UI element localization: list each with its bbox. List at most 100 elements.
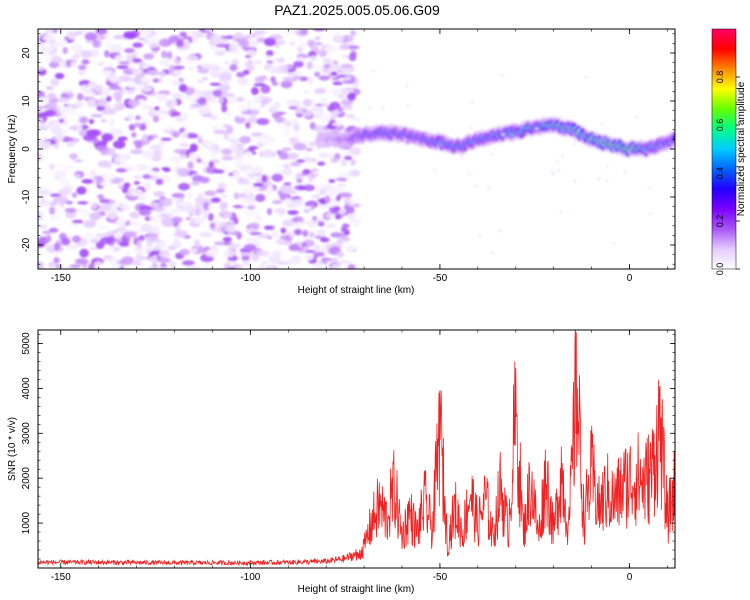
spectrogram-cell: [490, 152, 494, 156]
spectrogram-cell: [47, 92, 57, 100]
spectrogram-cell: [308, 231, 315, 238]
spectrogram-cell: [233, 149, 244, 155]
spectrogram-cell: [319, 237, 330, 243]
spectrogram-cell: [48, 261, 56, 268]
spectrogram-cell: [258, 264, 265, 269]
spectrogram-cell: [245, 121, 251, 129]
spectrogram-cell: [51, 55, 63, 63]
spectrogram-cell: [294, 181, 305, 186]
spectrogram-cell: [280, 80, 293, 89]
spectrogram-cell: [171, 99, 178, 108]
spectrogram-cell: [48, 61, 60, 69]
spectrogram-cell: [38, 185, 51, 190]
spectrogram-cell: [303, 88, 310, 96]
spectrogram-cell: [98, 180, 113, 187]
spectrogram-cell: [330, 110, 339, 120]
spectrogram-cell: [194, 239, 201, 249]
spectrogram-cell: [340, 158, 348, 167]
spectrogram-cell: [115, 168, 127, 173]
spectrogram-cell: [234, 157, 244, 166]
spectrogram-cell: [205, 63, 218, 68]
y-tick-label: 4000: [21, 377, 32, 400]
spectrogram-cell: [131, 189, 144, 197]
spectrogram-cell: [307, 76, 314, 85]
spectrogram-cell: [55, 195, 69, 203]
spectrogram-cell: [350, 29, 356, 37]
spectrogram-cell: [244, 54, 252, 59]
spectrogram-cell: [267, 235, 273, 240]
spectrogram-cell: [218, 72, 232, 82]
spectrogram-cell: [94, 261, 103, 266]
spectrogram-cell: [38, 106, 46, 110]
spectrogram-cell: [160, 59, 170, 67]
spectrogram-cell: [197, 192, 203, 202]
spectrogram-cell: [171, 80, 183, 86]
spectrogram-cell: [152, 246, 161, 251]
spectrogram-cell: [149, 144, 163, 151]
spectrogram-cell: [235, 97, 246, 102]
spectrogram-cell: [80, 84, 88, 92]
spectrogram-cell: [49, 193, 62, 197]
spectrogram-cell: [215, 188, 226, 194]
spectrogram-cell: [38, 43, 45, 48]
spectrogram-cell: [38, 212, 45, 217]
spectrogram-cell: [108, 247, 116, 251]
spectrogram-cell: [146, 69, 161, 76]
spectrogram-cell: [38, 200, 52, 207]
spectrogram-cell: [154, 106, 160, 111]
spectrogram-cell: [142, 174, 151, 180]
spectrogram-cell: [69, 264, 81, 269]
spectrogram-cell: [221, 155, 234, 161]
spectrogram-cell: [87, 82, 96, 89]
spectrogram-cell: [179, 31, 187, 37]
spectrogram-cell: [194, 217, 206, 224]
spectrogram-cell: [371, 69, 375, 73]
spectrogram-cell: [308, 141, 317, 147]
spectrogram-cell: [328, 200, 341, 208]
spectrogram-cell: [215, 38, 230, 43]
colorbar-tick-label: 0.6: [715, 119, 725, 132]
spectrogram-cell: [313, 244, 320, 253]
spectrogram-cell: [132, 42, 143, 48]
spectrogram-cell: [204, 249, 219, 257]
spectrogram-cell: [305, 147, 313, 152]
spectrogram-cell: [269, 106, 278, 114]
spectrogram-cell: [246, 98, 253, 107]
spectrogram-cell: [243, 243, 257, 251]
spectrogram-cell: [253, 60, 263, 64]
spectrogram-cell: [312, 170, 320, 176]
spectrogram-cell: [255, 177, 262, 184]
spectrogram-cell: [173, 148, 188, 154]
spectrogram-cell: [293, 60, 304, 68]
spectrogram-cell: [286, 29, 292, 35]
spectrogram-cell: [112, 103, 121, 109]
spectrogram-cell: [77, 71, 85, 76]
spectrogram-cell: [92, 39, 101, 48]
spectrogram-cell: [88, 263, 95, 269]
spectrogram-cell: [326, 214, 338, 218]
spectrogram-cell: [296, 46, 304, 53]
spectrogram-cell: [146, 170, 158, 175]
spectrogram-cell: [130, 149, 144, 155]
y-tick-label: 0: [21, 146, 32, 152]
spectrogram-cell: [347, 264, 356, 269]
spectrogram-cell: [348, 53, 357, 62]
spectrogram-cell: [105, 39, 112, 49]
spectrogram-cell: [174, 230, 188, 238]
spectrogram-cell: [302, 220, 314, 225]
spectrogram-cell: [323, 64, 331, 68]
spectrogram-cell: [405, 84, 409, 87]
spectrogram-cell: [318, 188, 327, 195]
spectrogram-cell: [209, 82, 222, 86]
colorbar-tick-label: 0.2: [715, 215, 725, 228]
x-tick-label: -100: [240, 572, 260, 583]
spectrogram-cell: [319, 153, 333, 158]
spectrogram-cell: [109, 128, 124, 136]
spectrogram-cell: [345, 199, 357, 203]
spectrogram-cell: [114, 54, 124, 62]
spectrogram-cell: [80, 50, 92, 59]
y-tick-label: 2000: [21, 467, 32, 490]
spectrogram-cell: [290, 198, 305, 207]
spectrogram-cell: [368, 107, 372, 110]
spectrogram-cell: [317, 97, 325, 103]
